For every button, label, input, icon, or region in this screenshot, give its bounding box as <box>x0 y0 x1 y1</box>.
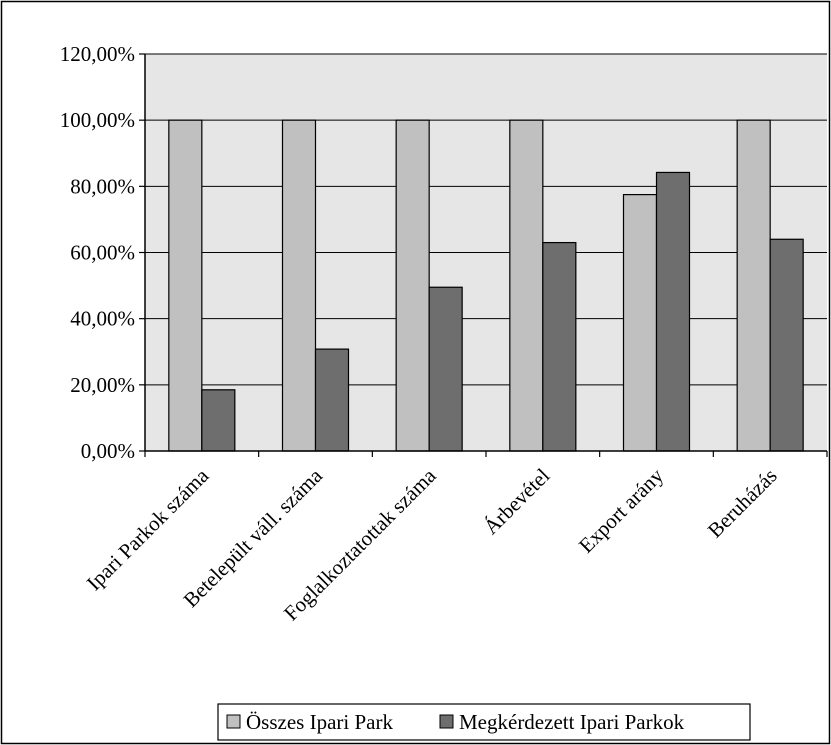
bar-megkerdezett-1 <box>201 389 236 452</box>
bars <box>168 119 804 452</box>
bar-osszes-6 <box>736 119 771 452</box>
bar-osszes-3 <box>395 119 430 452</box>
gridlines <box>145 53 827 386</box>
bar-osszes-1 <box>168 119 203 452</box>
legend: Összes Ipari Park Megkérdezett Ipari Par… <box>217 703 751 741</box>
bar-megkerdezett-2 <box>314 348 350 452</box>
bar-megkerdezett-3 <box>428 286 463 452</box>
legend-box <box>217 703 751 741</box>
legend-swatch-series-1 <box>226 714 241 729</box>
bar-megkerdezett-6 <box>769 238 804 452</box>
legend-swatch-series-2 <box>439 714 454 729</box>
y-tick-label: 20,00% <box>70 373 135 397</box>
y-tick-label: 100,00% <box>60 108 135 132</box>
y-tick-label: 60,00% <box>70 241 135 265</box>
y-axis-ticks: 0,00% 20,00% 40,00% 60,00% 80,00% 100,00% 120,… <box>60 42 145 463</box>
y-tick-label: 80,00% <box>70 174 135 198</box>
bar-osszes-5 <box>622 194 658 452</box>
y-tick-label: 40,00% <box>70 307 135 331</box>
bar-megkerdezett-4 <box>542 241 577 452</box>
y-tick-label: 0,00% <box>81 439 135 463</box>
bar-osszes-4 <box>509 119 544 452</box>
legend-label-series-1: Összes Ipari Park <box>246 710 393 734</box>
bar-megkerdezett-5 <box>655 171 691 452</box>
legend-label-series-2: Megkérdezett Ipari Parkok <box>459 710 685 734</box>
bar-osszes-2 <box>281 119 317 452</box>
y-tick-label: 120,00% <box>60 42 135 66</box>
